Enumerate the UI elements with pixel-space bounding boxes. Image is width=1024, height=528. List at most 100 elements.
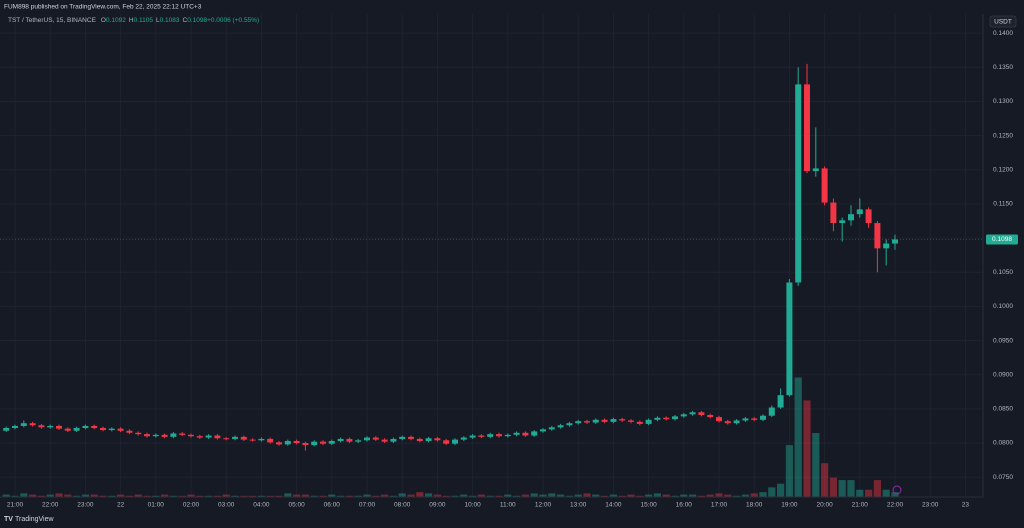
volume-layer	[2, 377, 899, 497]
candle-body	[663, 417, 670, 420]
x-tick-label: 14:00	[605, 502, 622, 509]
candle-body	[355, 440, 362, 442]
volume-bar	[125, 495, 133, 497]
volume-bar	[20, 493, 28, 497]
candle-body	[698, 412, 705, 416]
candle-body	[566, 423, 573, 426]
volume-bar	[81, 494, 89, 497]
x-tick-label: 02:00	[183, 502, 200, 509]
candle-body	[364, 437, 370, 441]
x-tick-label: 09:00	[429, 502, 446, 509]
currency-box	[989, 15, 1017, 28]
volume-bar	[398, 493, 406, 497]
candle-body	[276, 442, 282, 445]
volume-bar	[812, 433, 820, 497]
candle-body	[742, 418, 749, 421]
volume-bar	[37, 495, 45, 497]
x-tick-label: 05:00	[288, 502, 305, 509]
volume-bar	[530, 493, 538, 497]
volume-bar	[477, 494, 485, 497]
volume-bar	[187, 494, 195, 497]
candle-body	[144, 434, 150, 437]
volume-bar	[169, 495, 177, 497]
volume-bar	[838, 480, 846, 497]
candle-body	[487, 434, 494, 437]
candle-body	[170, 433, 177, 437]
x-tick-label: 23:00	[922, 502, 939, 509]
x-tick-label: 16:00	[676, 502, 693, 509]
y-tick-label: 0.1350	[993, 64, 1013, 71]
candle-body	[293, 440, 300, 444]
candle-body	[777, 395, 784, 408]
volume-bar	[565, 495, 573, 497]
candle-body	[267, 438, 274, 443]
candle-body	[804, 84, 810, 172]
candle-body	[20, 423, 27, 426]
volume-bar	[627, 494, 635, 497]
volume-bar	[592, 494, 600, 497]
volume-bar	[64, 494, 72, 497]
candle-body	[540, 429, 546, 432]
volume-bar	[319, 495, 327, 497]
volume-bar	[108, 495, 116, 497]
candle-body	[443, 440, 450, 444]
candle-body	[64, 428, 71, 431]
candle-body	[874, 223, 881, 249]
volume-bar	[847, 480, 855, 497]
candle-body	[205, 435, 212, 438]
volume-bar	[601, 495, 609, 497]
y-tick-label: 0.0900	[993, 371, 1013, 378]
candle-body	[82, 425, 89, 428]
volume-bar	[653, 493, 661, 497]
volume-bar	[557, 494, 565, 497]
candle-body	[751, 418, 758, 420]
event-marker[interactable]	[892, 485, 902, 495]
y-tick-label: 0.0850	[993, 406, 1013, 413]
candle-body	[249, 439, 256, 441]
candle-body	[38, 425, 45, 428]
x-tick-label: 01:00	[148, 502, 165, 509]
candle-body	[126, 430, 133, 433]
candle-body	[232, 436, 238, 439]
volume-bar	[275, 495, 283, 497]
x-tick-label: 13:00	[570, 502, 587, 509]
legend-key: L	[156, 17, 160, 24]
candle-body	[839, 220, 846, 224]
volume-bar	[143, 495, 151, 497]
candle-body	[610, 419, 617, 422]
candle-body	[821, 168, 828, 203]
volume-bar	[548, 493, 556, 497]
x-tick-label: 21:00	[852, 502, 869, 509]
volume-bar	[389, 495, 397, 497]
y-tick-label: 0.1300	[993, 98, 1013, 105]
volume-bar	[372, 495, 380, 497]
volume-bar	[733, 495, 741, 497]
volume-bar	[469, 495, 477, 497]
legend: TST / TetherUS, 15, BINANCE O0.1092 H0.110…	[8, 17, 259, 24]
y-tick-label: 0.1250	[993, 132, 1013, 139]
volume-bar	[46, 494, 54, 497]
volume-bar	[706, 494, 714, 497]
candle-body	[733, 420, 740, 424]
y-tick-label: 0.0750	[993, 474, 1013, 481]
candle-body	[320, 441, 326, 444]
volume-bar	[495, 495, 503, 497]
volume-bar	[662, 494, 670, 497]
candle-body	[12, 425, 18, 428]
volume-bar	[381, 494, 389, 497]
x-tick-label: 15:00	[640, 502, 657, 509]
candle-body	[311, 441, 318, 446]
volume-bar	[715, 493, 723, 497]
candle-body	[47, 425, 54, 428]
candle-body	[469, 435, 476, 438]
candle-body	[628, 420, 634, 422]
candle-body	[346, 438, 353, 442]
volume-bar	[257, 495, 265, 497]
volume-bar	[178, 495, 186, 497]
volume-bar	[345, 495, 353, 497]
volume-bar	[354, 495, 362, 497]
volume-bar	[794, 377, 802, 497]
volume-bar	[310, 495, 318, 497]
volume-bar	[671, 495, 679, 497]
